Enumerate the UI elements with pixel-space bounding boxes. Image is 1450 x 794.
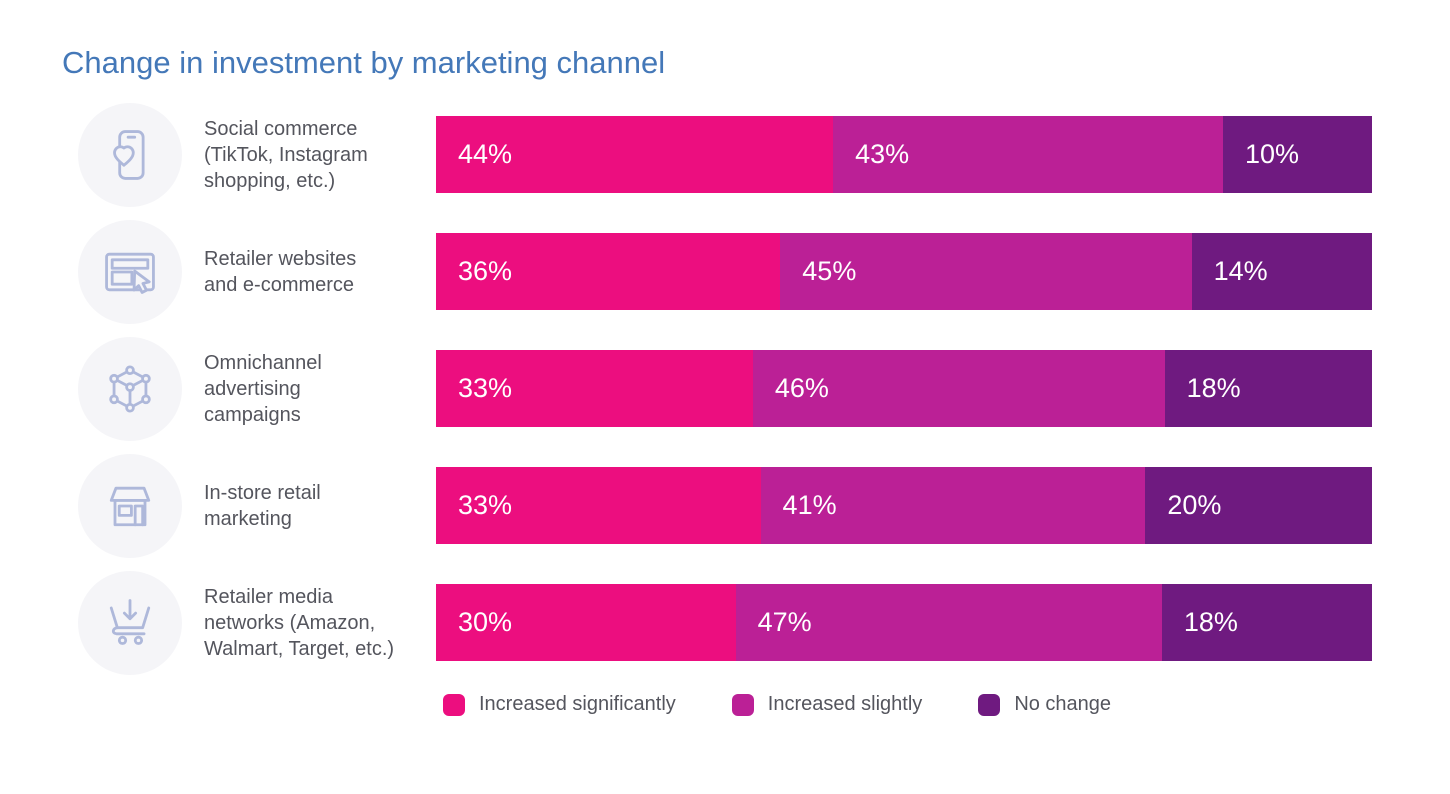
segment-value: 41% bbox=[782, 490, 837, 520]
bar-segment-increased-slightly: 41% bbox=[760, 467, 1146, 544]
smartphone-heart-icon bbox=[113, 129, 145, 180]
legend-label: Increased significantly bbox=[479, 693, 676, 715]
segment-value: 36% bbox=[458, 256, 513, 286]
bar-segment-increased-slightly: 45% bbox=[780, 233, 1192, 310]
legend-swatch-increased-slightly bbox=[731, 693, 754, 716]
legend: Increased significantly Increased slight… bbox=[443, 693, 1450, 716]
chart-row-retailer-websites: Retailer websites and e-commerce 36% 45%… bbox=[0, 213, 1450, 330]
icon-circle bbox=[78, 453, 182, 558]
bar-segment-no-change: 20% bbox=[1145, 467, 1372, 544]
legend-swatch-increased-significantly bbox=[443, 693, 465, 716]
segment-value: 18% bbox=[1186, 373, 1241, 403]
bar-segment-increased-slightly: 47% bbox=[735, 584, 1162, 661]
category-label: Retailer websites and e-commerce bbox=[204, 247, 357, 296]
stacked-bar: 33% 41% 20% bbox=[436, 467, 1372, 544]
segment-value: 44% bbox=[458, 139, 513, 169]
shopping-cart-icon bbox=[109, 598, 151, 645]
chart-row-retailer-media: Retailer media networks (Amazon, Walmart… bbox=[0, 564, 1450, 681]
bar-segment-increased-slightly: 43% bbox=[833, 116, 1223, 193]
icon-circle bbox=[78, 570, 182, 675]
segment-value: 45% bbox=[802, 256, 857, 286]
bar-segment-increased-significantly: 44% bbox=[436, 116, 834, 193]
chart-row-in-store: In-store retail marketing 33% 41% 20% bbox=[0, 447, 1450, 564]
icon-circle bbox=[78, 336, 182, 441]
category-label: Social commerce (TikTok, Instagram shopp… bbox=[204, 117, 368, 192]
stacked-bar: 33% 46% 18% bbox=[436, 350, 1372, 427]
legend-item-no-change: No change bbox=[978, 693, 1111, 716]
storefront-icon bbox=[109, 486, 151, 526]
cube-network-icon bbox=[109, 364, 151, 413]
stacked-bar: 44% 43% 10% bbox=[436, 116, 1372, 193]
category-label: Retailer media networks (Amazon, Walmart… bbox=[204, 585, 395, 660]
bar-segment-increased-significantly: 33% bbox=[436, 350, 753, 427]
bar-segment-increased-slightly: 46% bbox=[752, 350, 1165, 427]
bar-segment-no-change: 14% bbox=[1191, 233, 1372, 310]
legend-label: No change bbox=[1014, 693, 1112, 715]
segment-value: 20% bbox=[1167, 490, 1222, 520]
category-label: Omnichannel advertising campaigns bbox=[204, 351, 322, 426]
chart-row-omnichannel: Omnichannel advertising campaigns 33% 46… bbox=[0, 330, 1450, 447]
legend-item-increased-slightly: Increased slightly bbox=[731, 693, 923, 716]
bar-segment-no-change: 18% bbox=[1164, 350, 1372, 427]
stacked-bar: 36% 45% 14% bbox=[436, 233, 1372, 310]
segment-value: 30% bbox=[458, 607, 513, 637]
segment-value: 46% bbox=[774, 373, 829, 403]
segment-value: 47% bbox=[757, 607, 812, 637]
page-title: Change in investment by marketing channe… bbox=[62, 45, 666, 80]
bar-segment-increased-significantly: 36% bbox=[436, 233, 781, 310]
segment-value: 43% bbox=[855, 139, 910, 169]
segment-value: 18% bbox=[1183, 607, 1238, 637]
segment-value: 14% bbox=[1213, 256, 1268, 286]
legend-item-increased-significantly: Increased significantly bbox=[443, 693, 676, 716]
segment-value: 10% bbox=[1244, 139, 1300, 169]
segment-value: 33% bbox=[458, 373, 513, 403]
bar-segment-no-change: 10% bbox=[1222, 116, 1372, 193]
browser-cursor-icon bbox=[105, 252, 155, 294]
chart-rows: Social commerce (TikTok, Instagram shopp… bbox=[0, 96, 1450, 681]
chart-row-social-commerce: Social commerce (TikTok, Instagram shopp… bbox=[0, 96, 1450, 213]
bar-segment-increased-significantly: 30% bbox=[436, 584, 736, 661]
bar-segment-no-change: 18% bbox=[1161, 584, 1372, 661]
bar-segment-increased-significantly: 33% bbox=[436, 467, 761, 544]
legend-label: Increased slightly bbox=[767, 693, 923, 715]
icon-circle bbox=[78, 219, 182, 324]
category-label: In-store retail marketing bbox=[204, 481, 321, 530]
icon-circle bbox=[78, 102, 182, 207]
legend-swatch-no-change bbox=[978, 693, 1001, 716]
segment-value: 33% bbox=[458, 490, 513, 520]
stacked-bar: 30% 47% 18% bbox=[436, 584, 1372, 661]
